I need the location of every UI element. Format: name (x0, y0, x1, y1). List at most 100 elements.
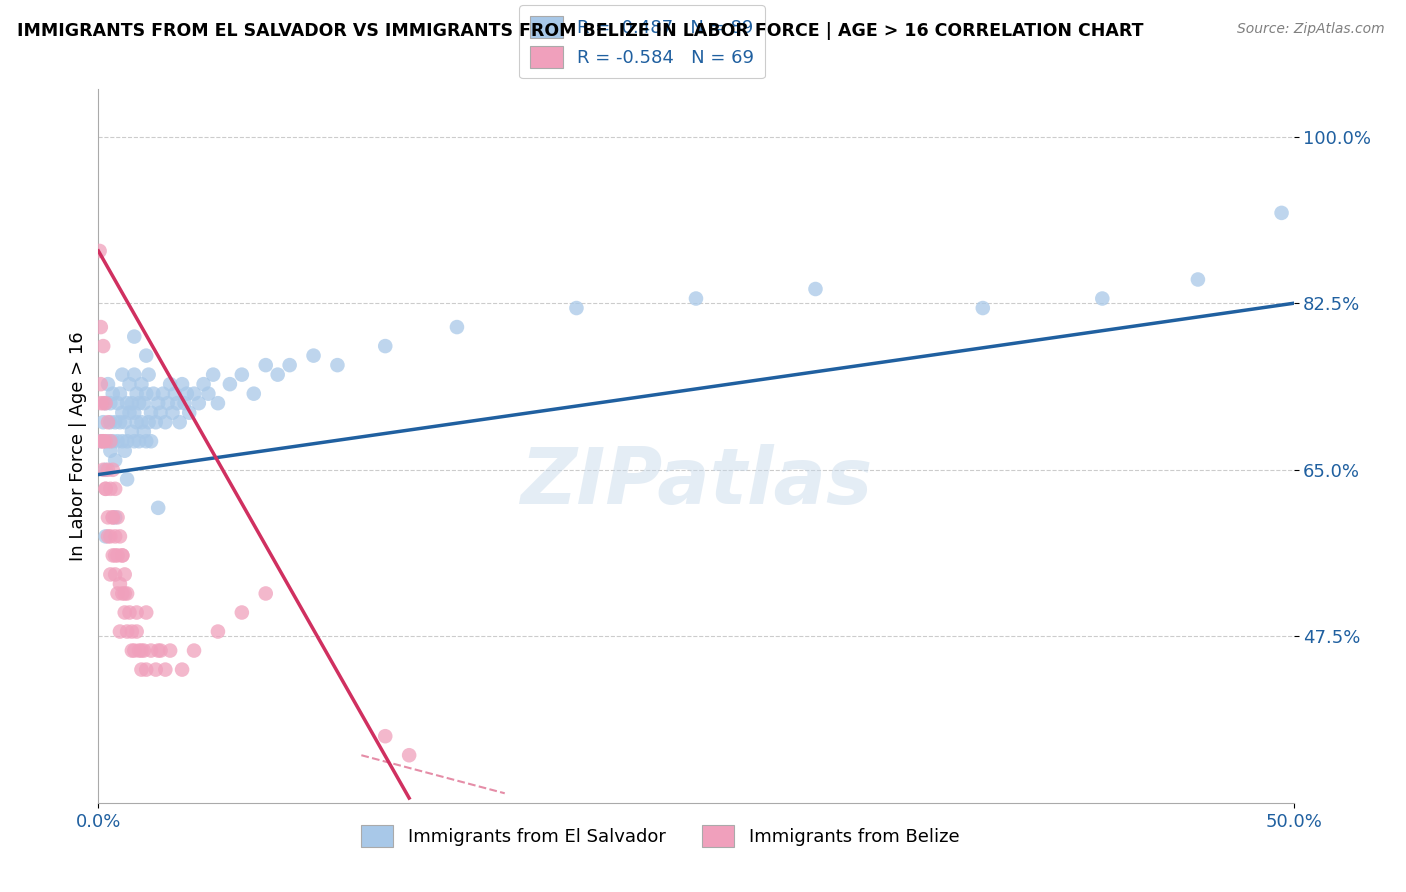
Point (90, 434, 112, 449)
Point (98, 482, 122, 496)
Point (90, 377, 112, 392)
Point (98, 434, 122, 449)
Point (207, 624, 229, 639)
Point (125, 624, 148, 639)
Point (139, 643, 162, 657)
Point (98, 529, 122, 543)
Point (107, 396, 129, 410)
Point (138, 368, 160, 382)
Point (128, 434, 150, 449)
Point (121, 425, 143, 439)
Point (107, 434, 129, 449)
Point (108, 415, 131, 429)
Point (374, 729, 396, 743)
Point (172, 663, 194, 677)
Point (124, 643, 146, 657)
Point (446, 320, 468, 334)
Point (128, 396, 150, 410)
Point (107, 586, 129, 600)
Point (118, 606, 141, 620)
Point (131, 643, 153, 657)
Point (302, 349, 325, 363)
Point (97, 377, 120, 392)
Point (148, 643, 170, 657)
Point (94, 463, 117, 477)
Point (125, 386, 148, 401)
Point (115, 396, 138, 410)
Point (114, 443, 136, 458)
Point (149, 406, 172, 420)
Point (135, 434, 157, 449)
Point (121, 643, 143, 657)
Point (159, 377, 181, 392)
Point (89, 244, 111, 258)
Point (152, 386, 174, 401)
Point (111, 406, 134, 420)
Point (169, 415, 191, 429)
Point (139, 434, 162, 449)
Point (1187, 272, 1209, 286)
Point (115, 624, 138, 639)
Point (91, 434, 114, 449)
Point (91, 434, 114, 449)
Point (202, 368, 225, 382)
Point (972, 301, 994, 315)
Point (254, 358, 277, 372)
Point (101, 386, 124, 401)
Point (108, 386, 131, 401)
Point (121, 624, 143, 639)
Point (101, 510, 124, 524)
Point (94, 434, 117, 449)
Point (183, 386, 205, 401)
Point (97, 434, 120, 449)
Point (108, 624, 131, 639)
Point (118, 406, 141, 420)
Point (219, 377, 242, 392)
Point (131, 377, 153, 392)
Point (254, 586, 277, 600)
Point (173, 396, 195, 410)
Point (94, 529, 117, 543)
Point (135, 606, 157, 620)
Point (148, 500, 170, 515)
Point (115, 586, 138, 600)
Point (104, 567, 127, 582)
Y-axis label: In Labor Force | Age > 16: In Labor Force | Age > 16 (69, 331, 87, 561)
Point (91, 415, 114, 429)
Point (565, 301, 588, 315)
Point (90, 434, 112, 449)
Point (155, 663, 177, 677)
Point (101, 434, 124, 449)
Point (804, 282, 827, 296)
Point (326, 358, 349, 372)
Point (142, 386, 165, 401)
Point (90, 396, 112, 410)
Point (267, 368, 290, 382)
Point (193, 377, 215, 392)
Point (207, 396, 229, 410)
Point (131, 415, 153, 429)
Point (156, 396, 179, 410)
Point (114, 415, 136, 429)
Point (91, 396, 114, 410)
Point (135, 663, 157, 677)
Point (101, 463, 124, 477)
Point (179, 406, 201, 420)
Point (118, 377, 141, 392)
Point (124, 434, 146, 449)
Point (685, 292, 707, 306)
Point (94, 396, 117, 410)
Point (107, 510, 129, 524)
Point (111, 549, 134, 563)
Point (145, 415, 167, 429)
Point (111, 368, 134, 382)
Point (148, 396, 170, 410)
Point (132, 425, 155, 439)
Point (1091, 292, 1114, 306)
Point (139, 406, 162, 420)
Text: IMMIGRANTS FROM EL SALVADOR VS IMMIGRANTS FROM BELIZE IN LABOR FORCE | AGE > 16 : IMMIGRANTS FROM EL SALVADOR VS IMMIGRANT… (17, 22, 1143, 40)
Point (135, 349, 157, 363)
Point (124, 329, 146, 343)
Point (114, 586, 136, 600)
Point (111, 434, 134, 449)
